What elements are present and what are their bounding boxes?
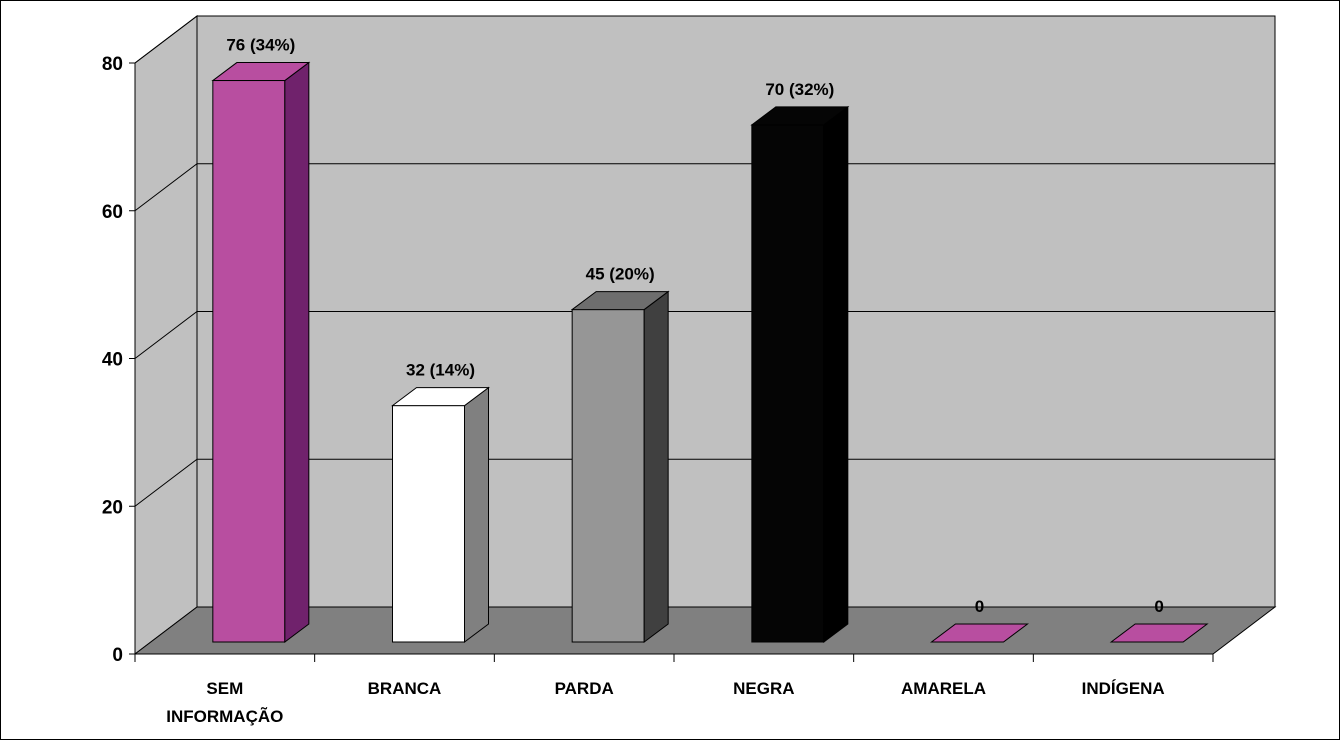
- bar-top: [211, 62, 311, 82]
- bar: [211, 61, 311, 643]
- data-label: 76 (34%): [226, 36, 295, 55]
- gridline: [134, 15, 1275, 64]
- y-tick-label: 20: [102, 497, 123, 518]
- bar-top: [1109, 623, 1209, 643]
- data-label: 0: [1154, 597, 1163, 616]
- labels: 0 20 40 60 80 76 (34%) SEM INFORMAÇÃO 32 (14%) BR…: [102, 36, 1165, 726]
- bar-top: [570, 291, 670, 311]
- bar-front: [212, 80, 286, 643]
- y-tick-label: 40: [102, 350, 123, 371]
- bar: [570, 290, 670, 643]
- category-label: INDÍGENA: [1082, 679, 1165, 698]
- gridline: [134, 163, 1275, 212]
- gridline: [134, 311, 1275, 359]
- category-label: PARDA: [555, 679, 614, 698]
- y-tick-label: 80: [102, 54, 123, 75]
- bar-side: [823, 105, 849, 643]
- bar: [391, 386, 490, 643]
- bar-front: [571, 309, 645, 643]
- bar: [750, 105, 850, 643]
- bar-side: [464, 386, 489, 643]
- bars: [211, 61, 1209, 643]
- data-label: 0: [975, 597, 984, 616]
- y-tick-label: 60: [102, 202, 123, 223]
- bar-top: [750, 106, 850, 126]
- axes: [129, 62, 1214, 662]
- gridlines: [134, 15, 1275, 507]
- gridline: [134, 458, 1275, 507]
- category-label: BRANCA: [368, 679, 442, 698]
- data-label: 32 (14%): [406, 361, 475, 380]
- y-tick-label: 0: [112, 645, 123, 666]
- bar-side: [284, 61, 310, 643]
- bar-front: [392, 405, 465, 643]
- bar-top: [930, 623, 1029, 643]
- data-label: 70 (32%): [765, 80, 834, 99]
- category-label: SEM INFORMAÇÃO: [166, 679, 283, 726]
- bar: [1109, 623, 1209, 643]
- bar: [930, 623, 1029, 643]
- category-label: AMARELA: [901, 679, 986, 698]
- bar-front: [751, 124, 825, 643]
- data-label: 45 (20%): [586, 265, 655, 284]
- category-label: NEGRA: [733, 679, 794, 698]
- bar-side: [643, 290, 669, 643]
- bar-top: [391, 387, 490, 407]
